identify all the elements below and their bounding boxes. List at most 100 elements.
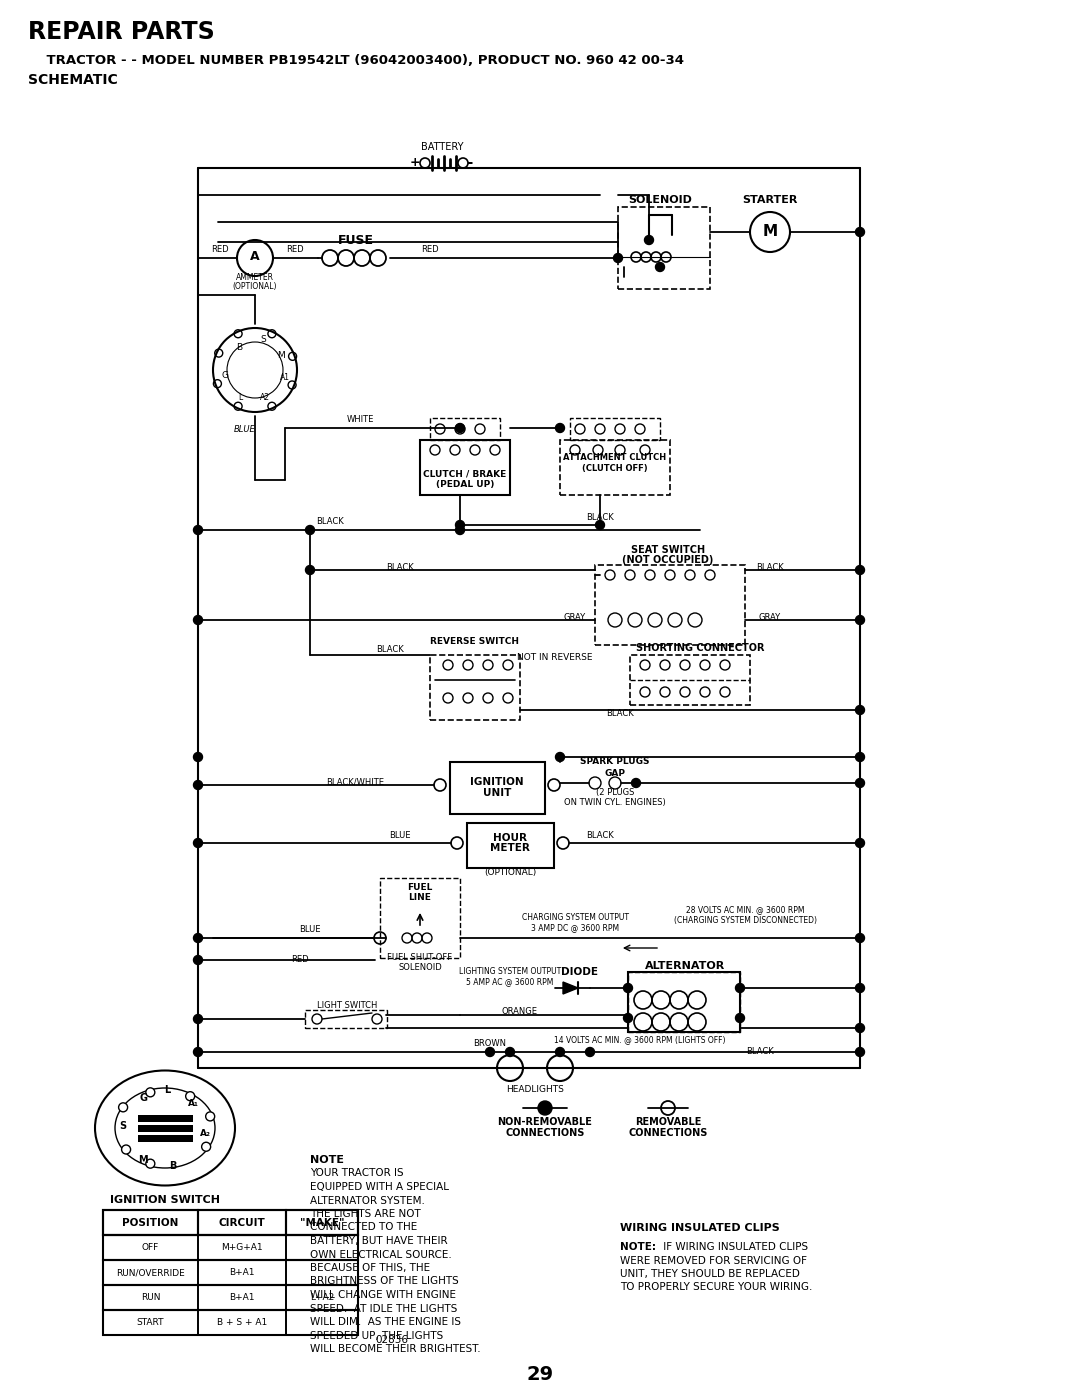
Circle shape bbox=[645, 236, 653, 244]
Text: SEAT SWITCH: SEAT SWITCH bbox=[631, 545, 705, 555]
Circle shape bbox=[555, 753, 565, 761]
Text: ORANGE: ORANGE bbox=[502, 1007, 538, 1017]
Circle shape bbox=[193, 781, 203, 789]
Text: GRAY: GRAY bbox=[564, 612, 586, 622]
Text: UNIT: UNIT bbox=[483, 788, 511, 798]
Text: GAP: GAP bbox=[605, 768, 625, 778]
Text: CONNECTIONS: CONNECTIONS bbox=[505, 1127, 584, 1139]
Bar bbox=[595, 564, 745, 645]
Circle shape bbox=[146, 1160, 154, 1168]
Circle shape bbox=[193, 1014, 203, 1024]
Circle shape bbox=[193, 838, 203, 848]
Circle shape bbox=[505, 1048, 514, 1056]
Circle shape bbox=[456, 521, 464, 529]
Text: (OPTIONAL): (OPTIONAL) bbox=[484, 869, 536, 877]
Text: WILL CHANGE WITH ENGINE: WILL CHANGE WITH ENGINE bbox=[310, 1289, 456, 1301]
Circle shape bbox=[855, 753, 864, 761]
Text: (OPTIONAL): (OPTIONAL) bbox=[233, 282, 278, 291]
Circle shape bbox=[855, 1048, 864, 1056]
Text: S: S bbox=[260, 335, 266, 345]
Text: -: - bbox=[465, 155, 472, 169]
Circle shape bbox=[855, 616, 864, 624]
Text: A: A bbox=[251, 250, 260, 264]
Bar bbox=[286, 1235, 357, 1260]
Circle shape bbox=[193, 753, 203, 761]
Bar bbox=[570, 418, 660, 440]
Text: YOUR TRACTOR IS: YOUR TRACTOR IS bbox=[310, 1168, 404, 1179]
Text: FUEL: FUEL bbox=[407, 883, 433, 893]
Bar bbox=[198, 1310, 286, 1336]
Text: FUSE: FUSE bbox=[338, 233, 374, 246]
Bar bbox=[198, 1260, 286, 1285]
Text: WIRING INSULATED CLIPS: WIRING INSULATED CLIPS bbox=[620, 1222, 780, 1234]
Text: 28 VOLTS AC MIN. @ 3600 RPM: 28 VOLTS AC MIN. @ 3600 RPM bbox=[686, 905, 805, 915]
Text: WILL BECOME THEIR BRIGHTEST.: WILL BECOME THEIR BRIGHTEST. bbox=[310, 1344, 481, 1354]
Text: LINE: LINE bbox=[408, 894, 431, 902]
Text: M: M bbox=[138, 1155, 148, 1165]
Text: RED: RED bbox=[421, 246, 438, 254]
Text: REMOVABLE: REMOVABLE bbox=[635, 1118, 701, 1127]
Text: NON-REMOVABLE: NON-REMOVABLE bbox=[498, 1118, 593, 1127]
Text: A₂: A₂ bbox=[200, 1129, 211, 1137]
Text: METER: METER bbox=[490, 842, 530, 854]
Text: UNIT, THEY SHOULD BE REPLACED: UNIT, THEY SHOULD BE REPLACED bbox=[620, 1268, 800, 1280]
Circle shape bbox=[186, 1091, 194, 1101]
Text: DIODE: DIODE bbox=[562, 967, 598, 977]
Circle shape bbox=[595, 521, 605, 529]
Text: A2: A2 bbox=[260, 394, 270, 402]
Text: NOTE:: NOTE: bbox=[620, 1242, 656, 1252]
Circle shape bbox=[306, 525, 314, 535]
Text: S: S bbox=[120, 1120, 126, 1132]
Bar bbox=[467, 823, 554, 868]
Circle shape bbox=[623, 983, 633, 992]
Text: ON TWIN CYL. ENGINES): ON TWIN CYL. ENGINES) bbox=[564, 799, 666, 807]
Text: L+A2: L+A2 bbox=[310, 1294, 334, 1302]
Text: WHITE: WHITE bbox=[347, 415, 374, 425]
Text: BLACK: BLACK bbox=[746, 1048, 774, 1056]
Bar bbox=[286, 1210, 357, 1235]
Circle shape bbox=[735, 983, 744, 992]
Text: CONNECTED TO THE: CONNECTED TO THE bbox=[310, 1222, 417, 1232]
Text: IF WIRING INSULATED CLIPS: IF WIRING INSULATED CLIPS bbox=[660, 1242, 808, 1252]
Circle shape bbox=[119, 1102, 127, 1112]
Text: 02836: 02836 bbox=[375, 1336, 408, 1345]
Text: BLACK: BLACK bbox=[756, 563, 784, 571]
Text: SPEED.  AT IDLE THE LIGHTS: SPEED. AT IDLE THE LIGHTS bbox=[310, 1303, 457, 1313]
Bar bbox=[618, 207, 710, 289]
Circle shape bbox=[555, 1048, 565, 1056]
Text: REVERSE SWITCH: REVERSE SWITCH bbox=[431, 637, 519, 647]
Text: LIGHTING SYSTEM OUTPUT: LIGHTING SYSTEM OUTPUT bbox=[459, 968, 562, 977]
Text: L: L bbox=[164, 1085, 171, 1095]
Circle shape bbox=[855, 705, 864, 714]
Bar bbox=[103, 1285, 357, 1310]
Text: BLACK: BLACK bbox=[606, 708, 634, 718]
Circle shape bbox=[855, 838, 864, 848]
Text: (PEDAL UP): (PEDAL UP) bbox=[436, 479, 495, 489]
Text: IGNITION SWITCH: IGNITION SWITCH bbox=[110, 1194, 220, 1206]
Text: ATTACHMENT CLUTCH: ATTACHMENT CLUTCH bbox=[564, 454, 666, 462]
Circle shape bbox=[661, 1101, 675, 1115]
Text: L: L bbox=[238, 394, 242, 402]
Text: "MAKE": "MAKE" bbox=[300, 1218, 345, 1228]
Bar bbox=[380, 877, 460, 958]
Bar bbox=[627, 972, 740, 1032]
Circle shape bbox=[613, 253, 622, 263]
Text: CIRCUIT: CIRCUIT bbox=[218, 1218, 266, 1228]
Text: ALTERNATOR SYSTEM.: ALTERNATOR SYSTEM. bbox=[310, 1196, 424, 1206]
Circle shape bbox=[855, 983, 864, 992]
Bar bbox=[103, 1210, 198, 1235]
Text: STARTER: STARTER bbox=[742, 196, 798, 205]
Text: LIGHT SWITCH: LIGHT SWITCH bbox=[316, 1000, 377, 1010]
Circle shape bbox=[855, 566, 864, 574]
Bar bbox=[305, 1010, 387, 1028]
Text: HOUR: HOUR bbox=[492, 833, 527, 842]
Circle shape bbox=[855, 933, 864, 943]
Text: RED: RED bbox=[212, 246, 229, 254]
Text: EQUIPPED WITH A SPECIAL: EQUIPPED WITH A SPECIAL bbox=[310, 1182, 449, 1192]
Text: BATTERY, BUT HAVE THEIR: BATTERY, BUT HAVE THEIR bbox=[310, 1236, 447, 1246]
Text: 3 AMP DC @ 3600 RPM: 3 AMP DC @ 3600 RPM bbox=[531, 923, 619, 933]
Text: BECAUSE OF THIS, THE: BECAUSE OF THIS, THE bbox=[310, 1263, 430, 1273]
Ellipse shape bbox=[95, 1070, 235, 1186]
Bar bbox=[103, 1235, 357, 1260]
Text: TRACTOR - - MODEL NUMBER PB19542LT (96042003400), PRODUCT NO. 960 42 00-34: TRACTOR - - MODEL NUMBER PB19542LT (9604… bbox=[28, 53, 684, 67]
